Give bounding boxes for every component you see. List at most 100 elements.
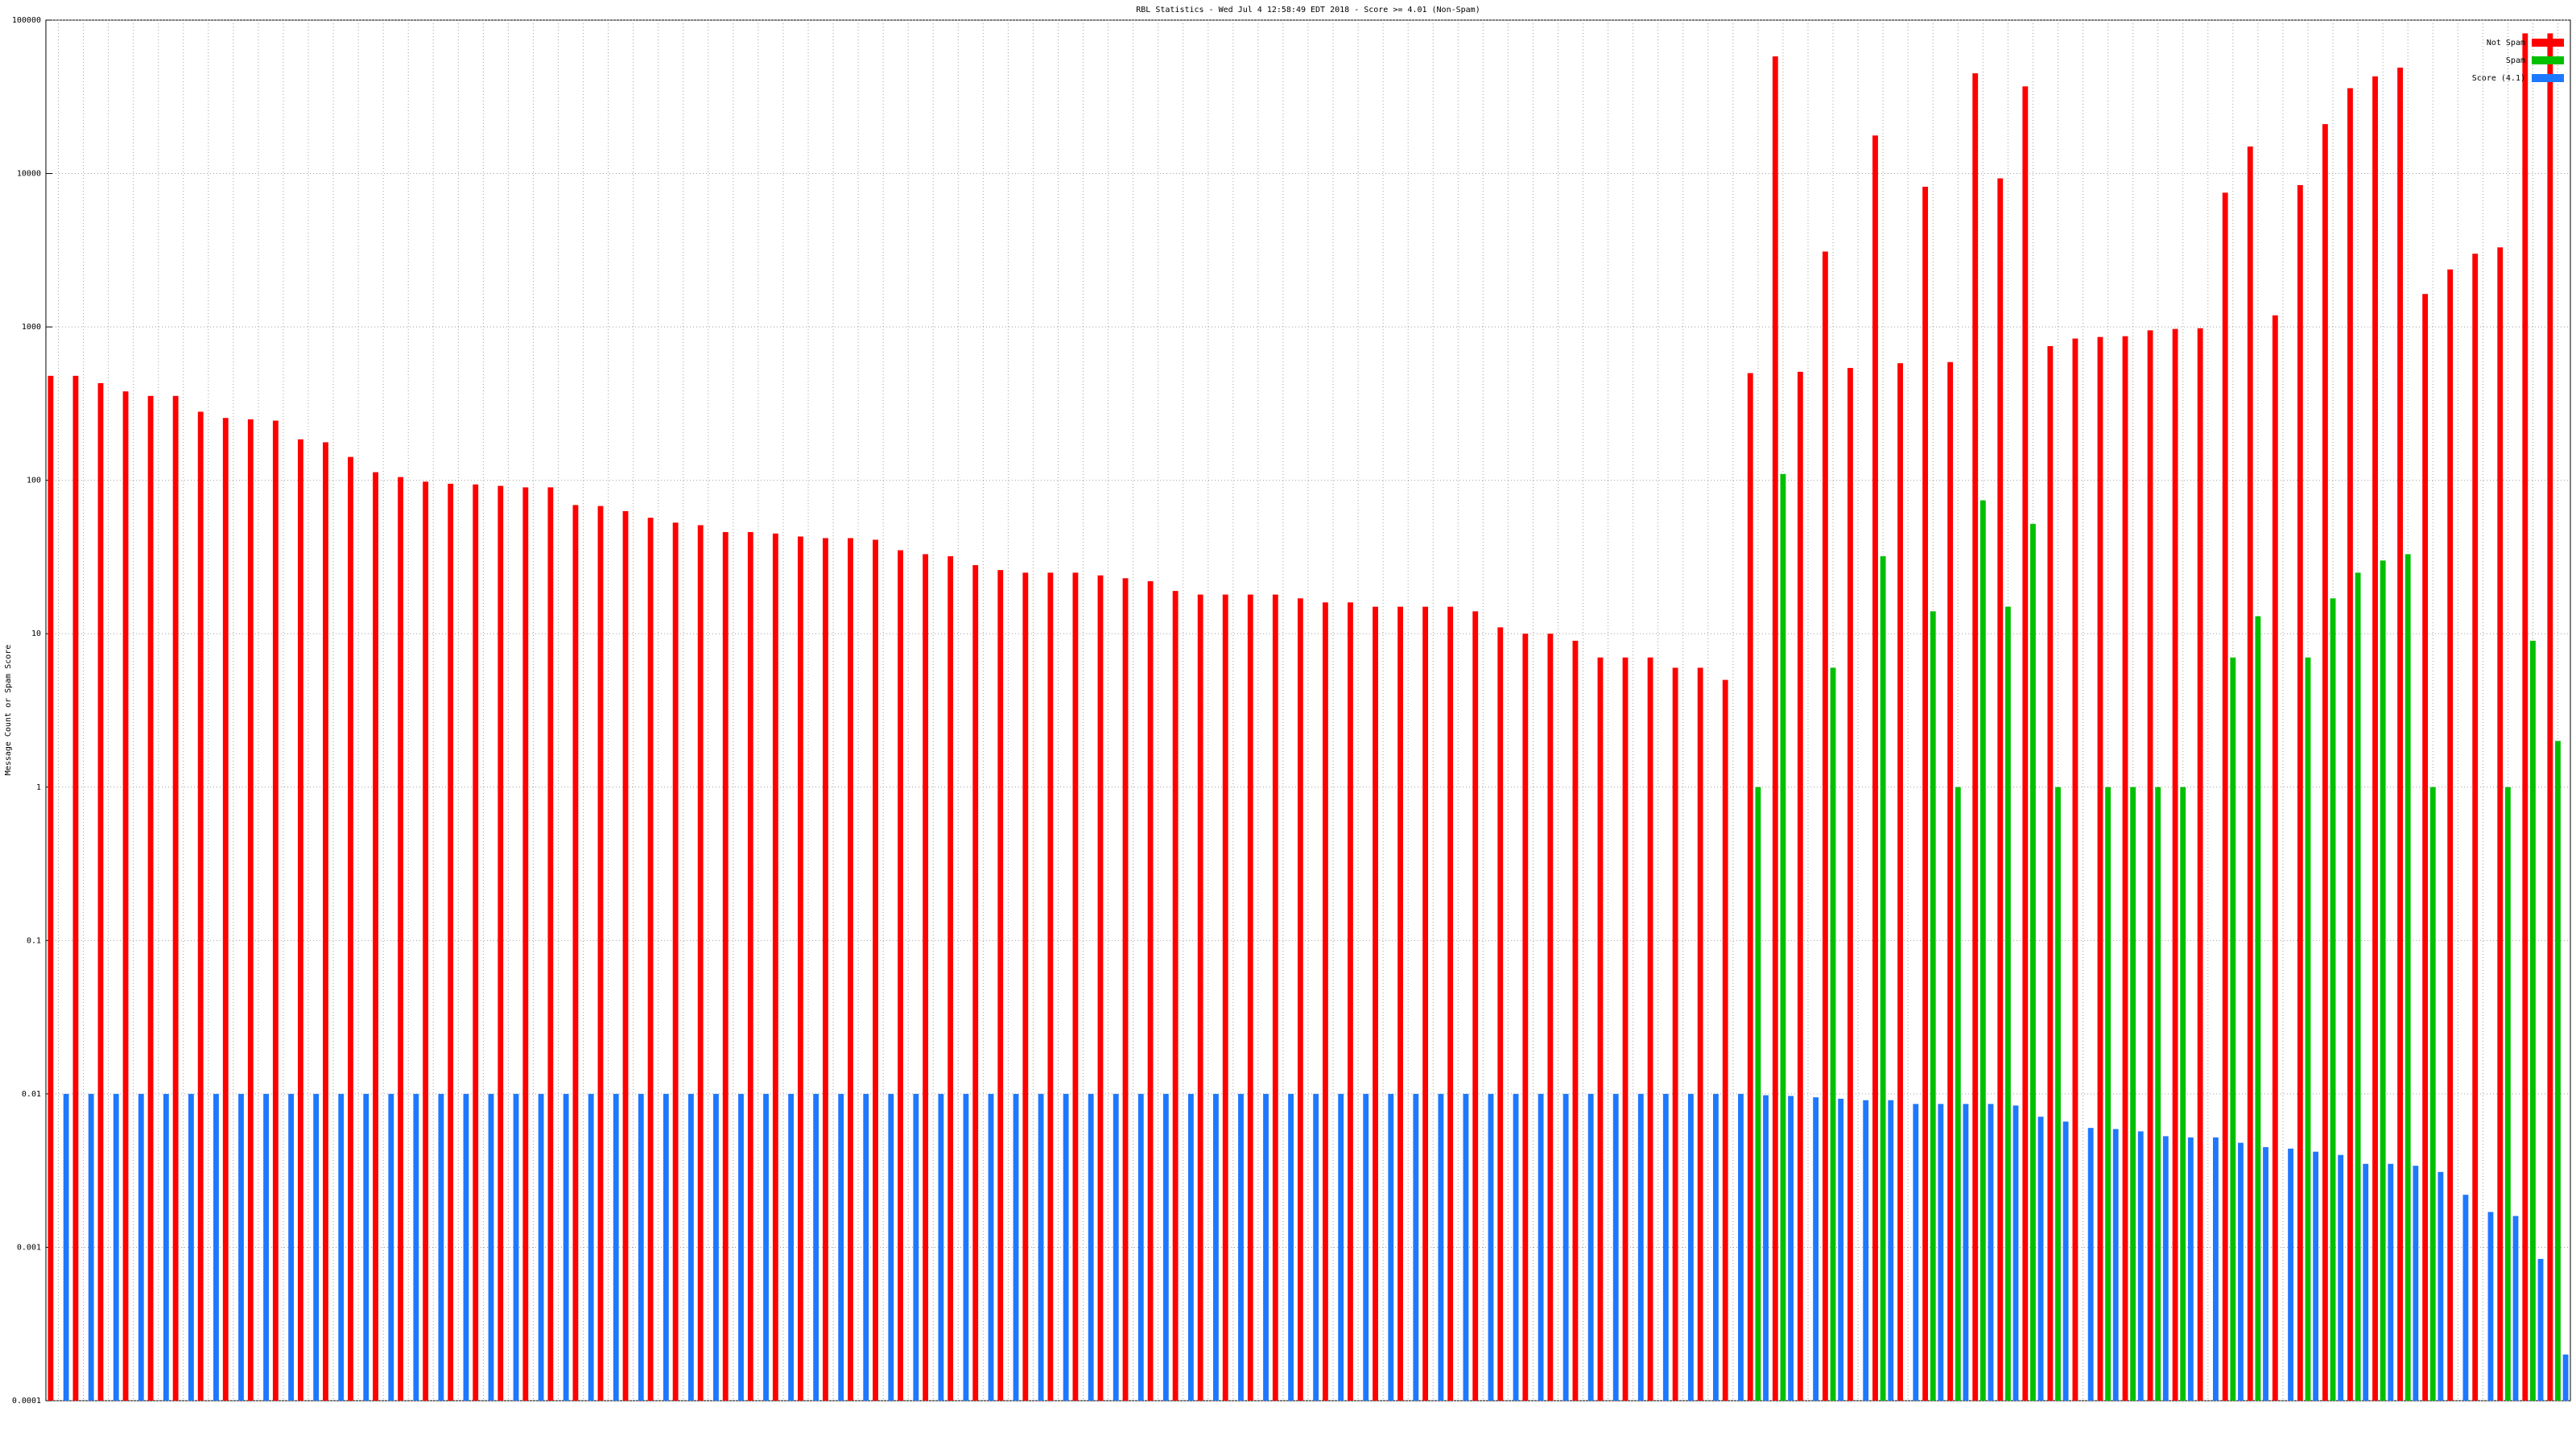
bar bbox=[1587, 1093, 1594, 1401]
bar bbox=[398, 477, 404, 1401]
bar bbox=[113, 1093, 119, 1401]
legend-label: Not Spam bbox=[2487, 39, 2525, 47]
bar bbox=[1162, 1093, 1169, 1401]
bar bbox=[2330, 598, 2336, 1401]
bar bbox=[1597, 657, 1604, 1401]
legend-swatch bbox=[2532, 74, 2564, 82]
bar bbox=[547, 487, 554, 1401]
bar bbox=[1263, 1093, 1269, 1401]
bar bbox=[188, 1093, 194, 1401]
bar bbox=[288, 1093, 295, 1401]
bar bbox=[1622, 657, 1629, 1401]
bar bbox=[1713, 1093, 1719, 1401]
bar bbox=[647, 518, 654, 1402]
bar bbox=[1813, 1097, 1819, 1401]
bar bbox=[1413, 1093, 1419, 1401]
bar bbox=[338, 1093, 345, 1401]
bar bbox=[373, 472, 378, 1401]
bar bbox=[463, 1093, 469, 1401]
bar bbox=[1612, 1093, 1619, 1401]
bar bbox=[2487, 1212, 2494, 1401]
bar bbox=[2397, 68, 2403, 1401]
bar bbox=[622, 510, 629, 1401]
bar bbox=[2122, 336, 2128, 1402]
bar bbox=[1072, 572, 1079, 1401]
bar bbox=[1513, 1093, 1519, 1401]
bar bbox=[72, 375, 79, 1402]
bar bbox=[2187, 1137, 2194, 1401]
chart-title: RBL Statistics - Wed Jul 4 12:58:49 EDT … bbox=[1136, 6, 1480, 14]
bar bbox=[1538, 1093, 1544, 1401]
bar bbox=[1572, 640, 1579, 1401]
bar bbox=[898, 550, 903, 1401]
bar bbox=[1687, 1093, 1694, 1401]
bar bbox=[597, 506, 604, 1401]
bar bbox=[1947, 361, 1954, 1402]
bar bbox=[2512, 1216, 2519, 1401]
y-tick-label: 10000 bbox=[17, 170, 41, 179]
y-tick-label: 0.1 bbox=[27, 936, 41, 945]
bar bbox=[238, 1093, 244, 1401]
bar bbox=[2162, 1136, 2169, 1401]
bar bbox=[2037, 1117, 2044, 1401]
bar bbox=[2097, 336, 2103, 1402]
bar bbox=[423, 481, 429, 1401]
bar bbox=[2047, 345, 2054, 1401]
bar bbox=[1963, 1104, 1969, 1401]
y-tick-label: 10 bbox=[31, 630, 41, 638]
bar bbox=[1088, 1093, 1094, 1401]
bar bbox=[1897, 363, 1903, 1402]
bar bbox=[2013, 1105, 2019, 1401]
y-tick-label: 1000 bbox=[22, 323, 41, 332]
bar bbox=[263, 1093, 269, 1401]
legend-swatch bbox=[2532, 56, 2564, 64]
bar bbox=[2055, 786, 2061, 1401]
bar bbox=[122, 391, 129, 1401]
bar bbox=[863, 1093, 869, 1401]
y-tick-label: 0.01 bbox=[22, 1090, 41, 1099]
bar bbox=[2147, 330, 2153, 1402]
bar bbox=[2087, 1128, 2094, 1401]
bar bbox=[2022, 86, 2029, 1401]
bar bbox=[313, 1093, 320, 1401]
bar bbox=[488, 1093, 494, 1401]
bar bbox=[913, 1093, 919, 1401]
bar bbox=[197, 411, 204, 1401]
bar bbox=[888, 1093, 894, 1401]
bar bbox=[1938, 1104, 1944, 1401]
y-tick-label: 1 bbox=[36, 783, 41, 792]
bar bbox=[1063, 1093, 1069, 1401]
bar bbox=[1830, 667, 1836, 1401]
bar bbox=[1147, 580, 1154, 1401]
bar bbox=[1838, 1098, 1844, 1401]
bar bbox=[2447, 269, 2454, 1402]
bar bbox=[2062, 1121, 2069, 1401]
bar bbox=[1348, 602, 1353, 1401]
bar bbox=[1172, 591, 1179, 1401]
bar bbox=[638, 1093, 644, 1401]
bar bbox=[947, 555, 954, 1401]
bar bbox=[323, 442, 328, 1401]
bar bbox=[1363, 1093, 1369, 1401]
bar bbox=[938, 1093, 944, 1401]
bar bbox=[1547, 634, 1554, 1401]
bar bbox=[2347, 88, 2353, 1401]
bar bbox=[1563, 1093, 1569, 1401]
bar bbox=[1888, 1100, 1894, 1401]
bar bbox=[2555, 741, 2561, 1401]
bar bbox=[823, 538, 828, 1401]
bar bbox=[797, 536, 803, 1402]
bar bbox=[2130, 786, 2136, 1401]
bar bbox=[1338, 1093, 1344, 1401]
bar bbox=[2322, 124, 2328, 1401]
bar bbox=[1822, 251, 1828, 1402]
bar bbox=[213, 1093, 219, 1401]
bar bbox=[2105, 786, 2111, 1401]
bar bbox=[1013, 1093, 1019, 1401]
bar bbox=[1272, 594, 1278, 1401]
bar bbox=[1247, 594, 1253, 1401]
bar bbox=[1697, 667, 1703, 1401]
bar bbox=[2413, 1166, 2419, 1401]
bar bbox=[1922, 186, 1929, 1402]
bar bbox=[972, 565, 979, 1401]
